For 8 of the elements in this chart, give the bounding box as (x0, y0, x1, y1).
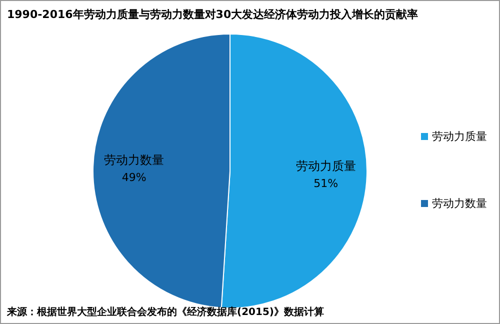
slice-label: 劳动力数量 (104, 152, 164, 167)
data-label: 49% (122, 170, 146, 184)
legend-label: 劳动力数量 (432, 196, 487, 211)
slice-label: 劳动力质量 (296, 159, 356, 174)
data-label: 51% (314, 177, 338, 190)
legend-label: 劳动力质量 (432, 129, 487, 144)
chart-title: 1990-2016年劳动力质量与劳动力数量对30大发达经济体劳动力投入增长的贡献率 (7, 7, 418, 22)
source-note: 来源：根据世界大型企业联合会发布的《经济数据库(2015)》数据计算 (7, 305, 324, 319)
